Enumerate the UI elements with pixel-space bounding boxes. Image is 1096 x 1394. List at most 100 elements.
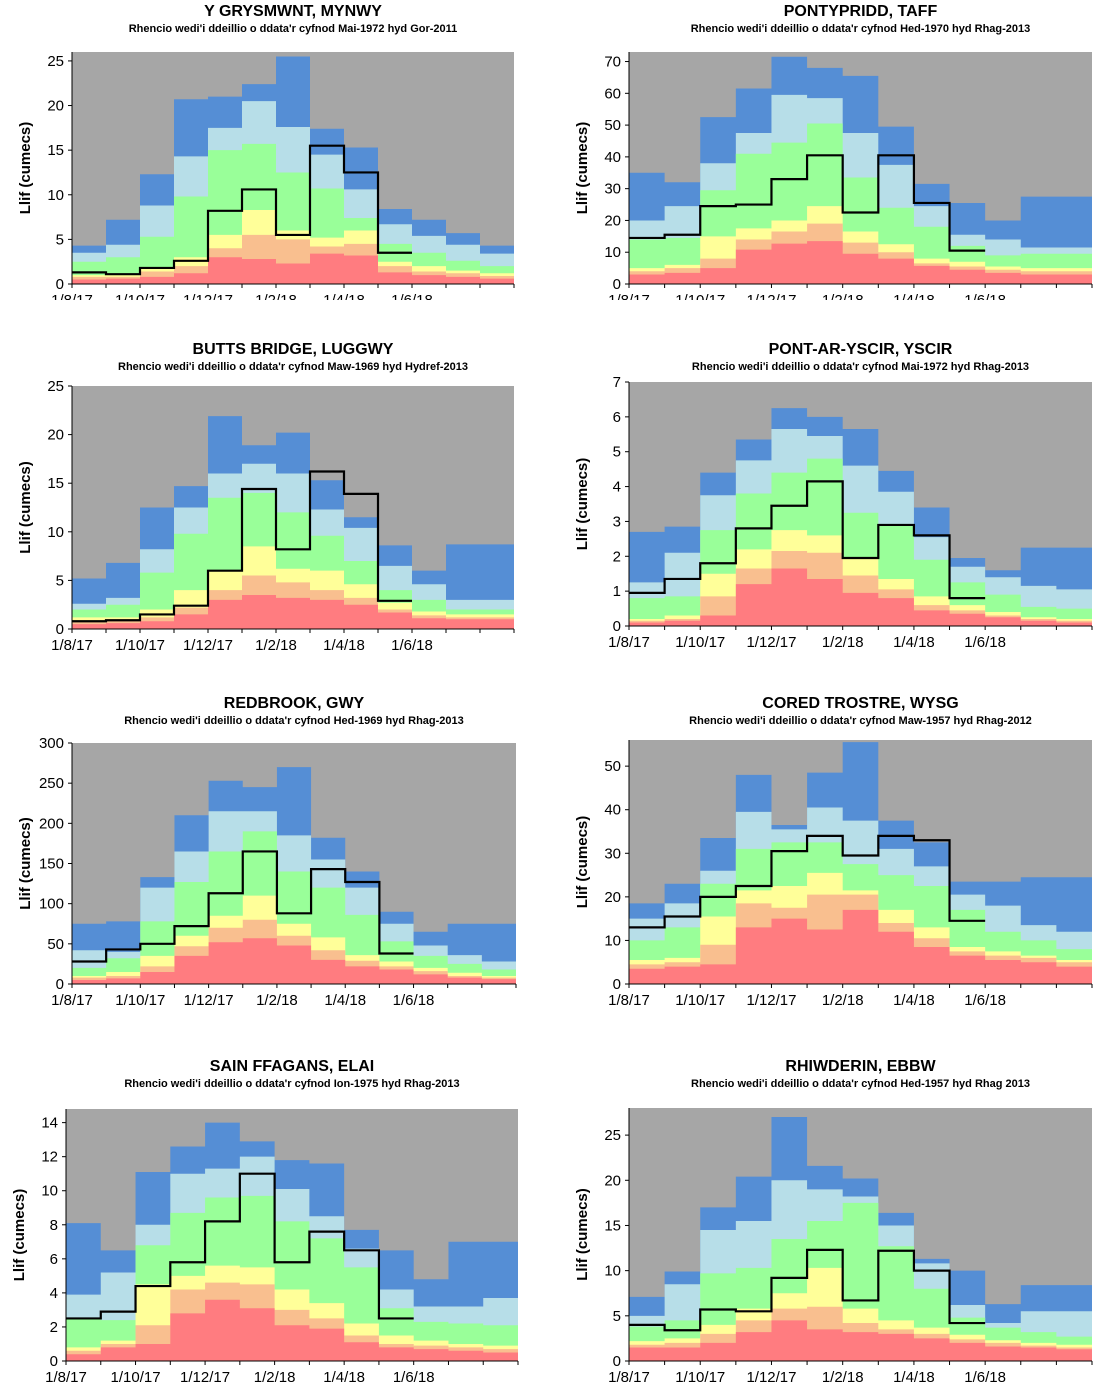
chart-title: PONT-AR-YSCIR, YSCIR	[769, 341, 953, 358]
y-tick-label: 0	[613, 618, 621, 635]
y-axis-label: Llif (cumecs)	[17, 817, 34, 910]
y-tick-label: 25	[47, 53, 64, 70]
x-tick-label: 1/2/18	[822, 1369, 864, 1386]
y-tick-label: 50	[604, 117, 621, 134]
x-tick-label: 1/10/17	[675, 1369, 725, 1386]
y-tick-label: 10	[47, 187, 64, 204]
chart-svg: SAIN FFAGANS, ELAI Rhencio wedi'i ddeilli…	[11, 1058, 519, 1386]
chart-panel: CORED TROSTRE, WYSG Rhencio wedi'i ddeill…	[548, 692, 1096, 1027]
observed-flow-line	[629, 1248, 986, 1332]
x-tick-label: 1/10/17	[675, 292, 725, 300]
flow-band-1	[66, 1299, 518, 1361]
y-tick-label: 0	[56, 621, 64, 638]
y-tick-label: 5	[56, 572, 64, 589]
chart-subtitle: Rhencio wedi'i ddeillio o ddata'r cyfnod…	[691, 23, 1031, 35]
x-tick-label: 1/12/17	[183, 292, 233, 300]
y-axis-label: Llif (cumecs)	[574, 1188, 591, 1281]
x-tick-label: 1/10/17	[675, 992, 725, 1009]
observed-flow-line	[72, 850, 414, 963]
y-tick-label: 7	[613, 374, 621, 391]
y-tick-label: 5	[613, 444, 621, 461]
chart-title: PONTYPRIDD, TAFF	[784, 3, 938, 20]
x-tick-label: 1/4/18	[893, 1369, 935, 1386]
observed-flow-line	[629, 154, 986, 252]
y-tick-label: 300	[39, 735, 64, 752]
y-tick-label: 150	[39, 856, 64, 873]
x-tick-label: 1/6/18	[964, 992, 1006, 1009]
x-tick-label: 1/4/18	[324, 992, 366, 1009]
y-tick-label: 10	[604, 932, 621, 949]
flow-band-1	[629, 241, 1092, 284]
chart-svg: PONT-AR-YSCIR, YSCIR Rhencio wedi'i ddeil…	[574, 341, 1093, 651]
chart-panel: PONT-AR-YSCIR, YSCIR Rhencio wedi'i ddeil…	[548, 338, 1096, 663]
x-tick-label: 1/10/17	[675, 634, 725, 651]
chart-panel: PONTYPRIDD, TAFF Rhencio wedi'i ddeillio …	[548, 0, 1096, 309]
x-tick-label: 1/4/18	[323, 292, 365, 300]
flow-band-1	[72, 594, 514, 629]
y-axis-label: Llif (cumecs)	[574, 458, 591, 551]
x-tick-label: 1/4/18	[893, 992, 935, 1009]
x-tick-label: 1/2/18	[254, 1369, 296, 1386]
y-tick-label: 10	[604, 244, 621, 261]
observed-flow-line	[72, 470, 412, 623]
y-tick-label: 4	[613, 479, 621, 496]
flow-band-1	[72, 938, 516, 984]
x-tick-label: 1/8/17	[608, 1369, 650, 1386]
chart-subtitle: Rhencio wedi'i ddeillio o ddata'r cyfnod…	[689, 715, 1032, 727]
observed-flow-line	[72, 144, 412, 276]
y-tick-label: 3	[613, 513, 621, 530]
y-tick-label: 60	[604, 85, 621, 102]
x-tick-label: 1/10/17	[115, 637, 165, 654]
x-tick-label: 1/10/17	[115, 292, 165, 300]
x-tick-label: 1/10/17	[111, 1369, 161, 1386]
y-tick-label: 0	[613, 976, 621, 993]
x-tick-label: 1/2/18	[255, 292, 297, 300]
chart-panel: BUTTS BRIDGE, LUGGWY Rhencio wedi'i ddeil…	[0, 338, 548, 663]
chart-panel: RHIWDERIN, EBBW Rhencio wedi'i ddeillio o…	[548, 1055, 1096, 1394]
y-tick-label: 70	[604, 54, 621, 71]
flow-band-1	[72, 253, 514, 284]
y-tick-label: 10	[41, 1183, 58, 1200]
y-tick-label: 50	[604, 758, 621, 775]
x-tick-label: 1/12/17	[746, 992, 796, 1009]
x-tick-label: 1/2/18	[822, 634, 864, 651]
y-tick-label: 20	[47, 427, 64, 444]
x-tick-label: 1/2/18	[822, 292, 864, 300]
chart-title: REDBROOK, GWY	[224, 695, 365, 712]
chart-svg: REDBROOK, GWY Rhencio wedi'i ddeillio o d…	[17, 695, 517, 1009]
observed-flow-line	[629, 480, 986, 600]
y-tick-label: 20	[604, 889, 621, 906]
x-tick-label: 1/12/17	[746, 292, 796, 300]
y-tick-label: 30	[604, 845, 621, 862]
y-tick-label: 2	[613, 548, 621, 565]
y-tick-label: 40	[604, 802, 621, 819]
x-tick-label: 1/12/17	[746, 634, 796, 651]
chart-title: CORED TROSTRE, WYSG	[762, 695, 958, 712]
x-tick-label: 1/4/18	[323, 637, 365, 654]
y-tick-label: 20	[604, 1172, 621, 1189]
y-tick-label: 30	[604, 181, 621, 198]
chart-svg: PONTYPRIDD, TAFF Rhencio wedi'i ddeillio …	[574, 3, 1093, 309]
chart-subtitle: Rhencio wedi'i ddeillio o ddata'r cyfnod…	[129, 23, 458, 35]
chart-panel: SAIN FFAGANS, ELAI Rhencio wedi'i ddeilli…	[0, 1055, 548, 1394]
y-tick-label: 5	[613, 1308, 621, 1325]
y-axis-label: Llif (cumecs)	[574, 816, 591, 909]
x-tick-label: 1/12/17	[184, 992, 234, 1009]
y-tick-label: 10	[47, 524, 64, 541]
chart-svg: CORED TROSTRE, WYSG Rhencio wedi'i ddeill…	[574, 695, 1093, 1009]
x-tick-label: 1/8/17	[51, 992, 93, 1009]
y-tick-label: 1	[613, 583, 621, 600]
y-axis-label: Llif (cumecs)	[574, 122, 591, 215]
y-tick-label: 15	[47, 475, 64, 492]
flow-band-1	[629, 1320, 1092, 1361]
y-tick-label: 10	[604, 1263, 621, 1280]
x-tick-label: 1/2/18	[255, 637, 297, 654]
x-tick-label: 1/8/17	[45, 1369, 87, 1386]
y-tick-label: 5	[56, 231, 64, 248]
flow-band-1	[629, 909, 1092, 984]
chart-subtitle: Rhencio wedi'i ddeillio o ddata'r cyfnod…	[691, 1078, 1030, 1090]
y-tick-label: 0	[50, 1353, 58, 1370]
chart-title: SAIN FFAGANS, ELAI	[210, 1058, 374, 1075]
flow-band-4	[72, 143, 514, 284]
y-tick-label: 4	[50, 1285, 58, 1302]
